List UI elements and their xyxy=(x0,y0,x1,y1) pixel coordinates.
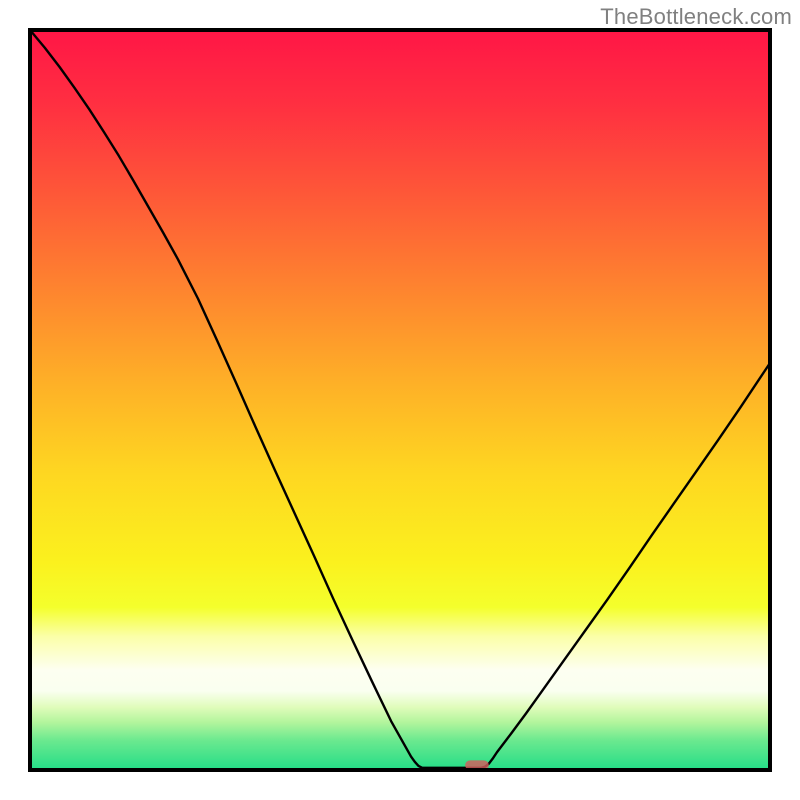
bottleneck-chart xyxy=(0,0,800,800)
chart-container: TheBottleneck.com xyxy=(0,0,800,800)
watermark-text: TheBottleneck.com xyxy=(600,4,792,30)
chart-background xyxy=(30,30,770,770)
